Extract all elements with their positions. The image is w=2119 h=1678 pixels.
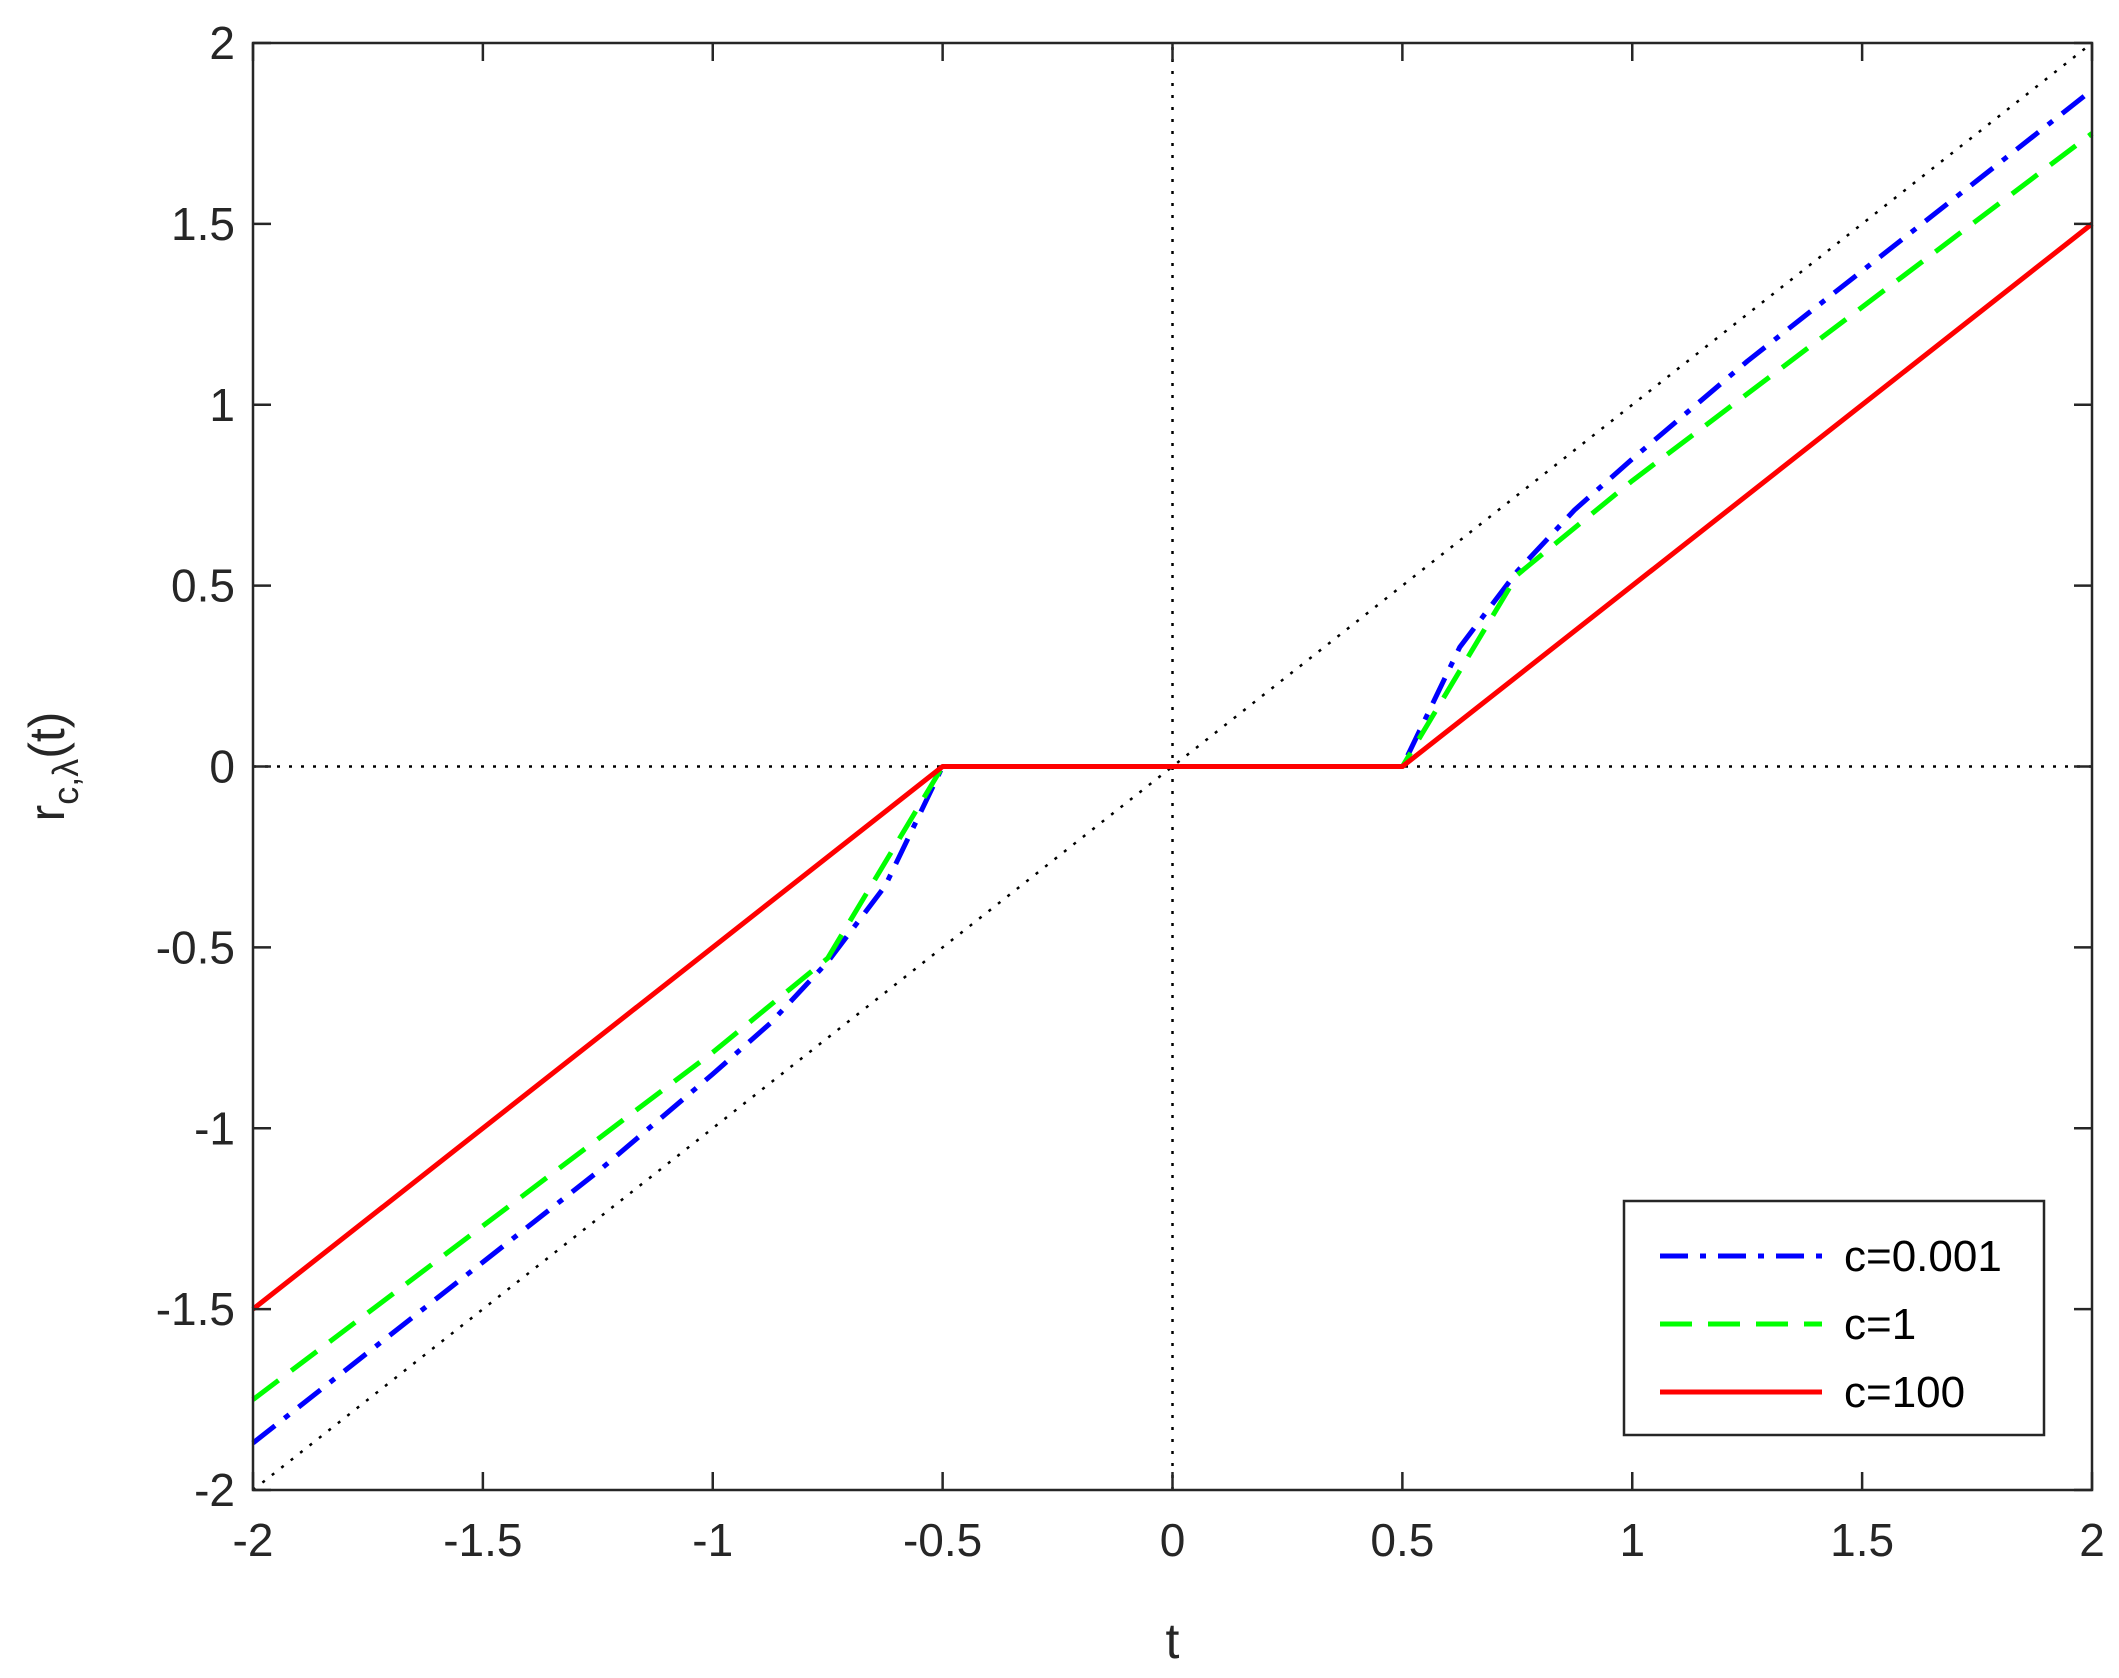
y-tick-label: -1 [194,1102,235,1154]
series-lines [251,88,2094,1445]
axis-ticks: -2 -1.5 -1 -0.5 0 0.5 1 1.5 2 -2 -1.5 -1 -0.5 0 0.5 1 1.… [156,17,2105,1566]
x-axis-label: t [1166,1613,1180,1669]
x-tick-label: 0.5 [1370,1514,1434,1566]
y-axis-label: rc,λ(t) [19,712,86,822]
y-axis-label-tail: (t) [19,712,75,759]
y-tick-label: -1.5 [156,1283,235,1335]
x-tick-label: 2 [2079,1514,2105,1566]
y-axis-label-main: r [19,805,75,822]
y-tick-label: 0 [209,741,235,793]
x-tick-label: 1.5 [1830,1514,1894,1566]
y-tick-label: 1 [209,379,235,431]
legend-box [1622,1199,2046,1437]
x-tick-label: 0 [1160,1514,1186,1566]
series-line-3 [251,221,2094,1312]
legend: c=0.001 c=1 c=100 [1622,1199,2046,1437]
reference-lines [252,42,2093,1491]
y-tick-label: 1.5 [171,198,235,250]
y-tick-label: -0.5 [156,921,235,973]
x-tick-label: -2 [233,1514,274,1566]
legend-label-1: c=0.001 [1844,1232,2002,1281]
x-tick-label: -1 [692,1514,733,1566]
y-axis-label-subscript: c,λ [45,759,86,805]
y-tick-label: 2 [209,17,235,69]
y-tick-label: 0.5 [171,560,235,612]
x-tick-label: -1.5 [443,1514,522,1566]
series-line-1 [251,88,2094,1445]
legend-label-3: c=100 [1844,1368,1965,1417]
x-tick-label: -0.5 [903,1514,982,1566]
x-tick-label: 1 [1619,1514,1645,1566]
legend-label-2: c=1 [1844,1300,1916,1349]
y-tick-label: -2 [194,1464,235,1516]
